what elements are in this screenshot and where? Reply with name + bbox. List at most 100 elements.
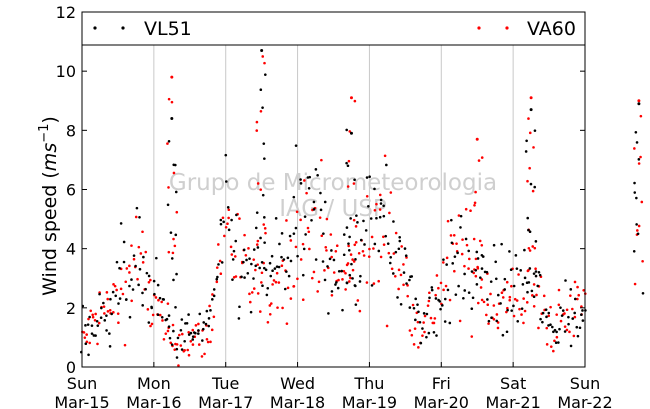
data-point [263,227,267,230]
data-point [227,228,231,232]
data-point [169,231,173,234]
data-point [445,263,448,266]
data-point [335,281,338,284]
data-point [529,108,533,112]
data-point [175,272,178,276]
data-point [509,268,513,272]
data-point [377,279,380,283]
x-tick-day: Thu [353,374,384,393]
data-point [86,323,90,326]
data-point [102,305,106,308]
data-point [382,243,386,246]
data-point [136,277,139,281]
data-point [91,313,94,317]
data-point [448,298,452,302]
data-point [512,314,516,318]
data-point [264,268,268,272]
data-point [237,317,241,320]
data-point [128,284,131,288]
data-point [472,237,476,241]
data-point [351,258,354,261]
data-point [405,282,408,285]
data-point [352,182,356,185]
data-point [553,339,556,343]
data-point [496,293,500,297]
watermark-line-1: Grupo de Micrometeorologia [169,170,497,196]
y-tick-label: 0 [66,358,76,377]
data-point [191,343,195,346]
data-point [168,336,172,340]
data-point [438,300,442,303]
data-point [522,297,525,300]
data-point [467,267,470,270]
y-axis-label-close: ) [39,116,61,123]
data-point [494,260,498,264]
data-point [327,312,330,315]
data-point [171,323,175,327]
data-point [437,286,440,290]
data-point [269,302,273,305]
data-point [571,317,575,320]
data-point [506,306,509,310]
legend-marker-vl51 [121,26,125,30]
data-point [480,156,484,159]
data-point [533,185,537,189]
data-point [633,282,637,286]
data-point [308,247,311,251]
data-point [234,275,238,278]
data-point [87,317,90,321]
x-tick-day: Sun [67,374,97,393]
data-point [349,276,352,280]
data-point [345,161,348,165]
data-point [358,280,362,283]
data-point [320,234,324,238]
data-point [389,191,393,194]
data-point [514,254,518,257]
data-point [269,274,273,278]
data-point [187,353,191,357]
data-point [255,211,259,214]
data-point [197,329,200,332]
data-point [150,322,154,326]
data-point [167,314,171,317]
data-point [461,238,464,241]
data-point [347,159,351,163]
data-point [568,330,571,334]
data-point [324,245,328,249]
data-point [576,334,580,338]
data-point [242,260,245,264]
data-point [492,243,496,247]
data-point [263,61,266,65]
data-point [633,147,636,150]
data-point [377,249,381,253]
data-point [261,284,264,288]
data-point [500,242,503,246]
data-point [200,355,204,358]
legend-label-vl51: VL51 [144,18,192,40]
data-point [427,299,431,303]
data-point [563,330,567,333]
data-point [158,296,162,300]
data-point [390,267,394,271]
data-point [529,182,533,186]
data-point [119,287,123,291]
data-point [145,271,149,275]
y-axis: 0 2 4 6 8 10 12 [56,3,585,377]
data-point [563,312,566,315]
data-point [162,337,166,341]
data-point [379,198,383,202]
data-point [307,230,311,234]
data-point [516,319,520,323]
data-point [582,288,585,292]
data-point [408,329,412,332]
data-point [261,193,265,197]
data-point [306,226,310,230]
data-point [453,269,456,273]
data-point [573,315,577,319]
data-point [224,180,228,183]
data-point [402,283,405,287]
data-point [545,343,549,346]
data-point [446,288,450,292]
y-axis-label-units: ms [39,143,61,172]
legend-marker-va60 [477,26,481,30]
